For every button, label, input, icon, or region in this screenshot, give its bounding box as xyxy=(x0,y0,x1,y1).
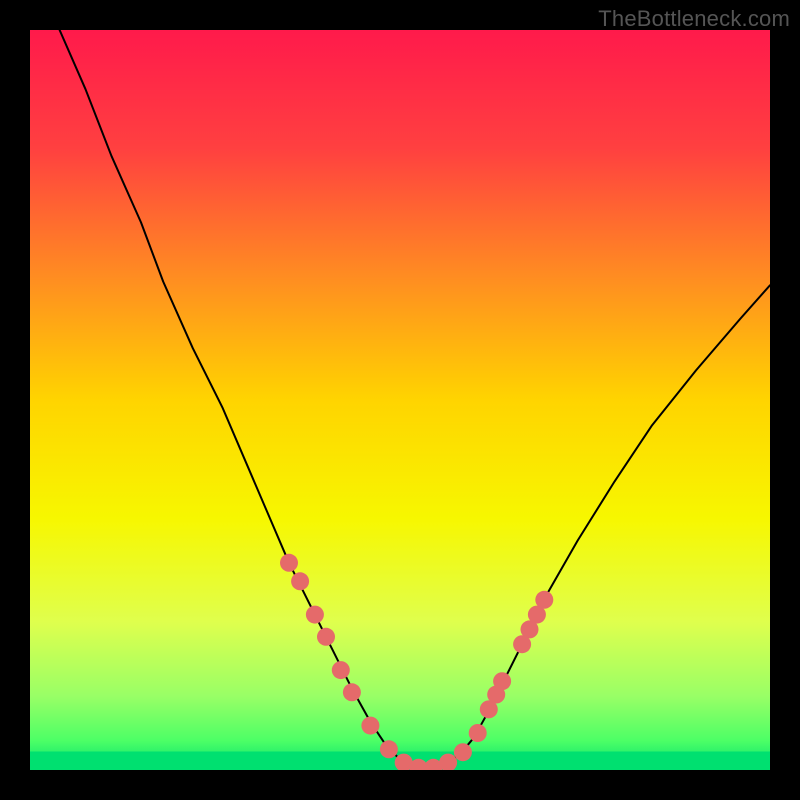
gradient-background xyxy=(30,30,770,770)
data-marker xyxy=(343,683,361,701)
data-marker xyxy=(280,554,298,572)
data-marker xyxy=(493,672,511,690)
data-marker xyxy=(306,606,324,624)
data-marker xyxy=(332,661,350,679)
data-marker xyxy=(317,628,335,646)
data-marker xyxy=(380,740,398,758)
data-marker xyxy=(454,743,472,761)
data-marker xyxy=(535,591,553,609)
data-marker xyxy=(361,717,379,735)
plot-area xyxy=(30,30,770,770)
watermark-text: TheBottleneck.com xyxy=(598,6,790,32)
chart-frame: TheBottleneck.com xyxy=(0,0,800,800)
data-marker xyxy=(291,572,309,590)
plot-svg xyxy=(30,30,770,770)
data-marker xyxy=(469,724,487,742)
